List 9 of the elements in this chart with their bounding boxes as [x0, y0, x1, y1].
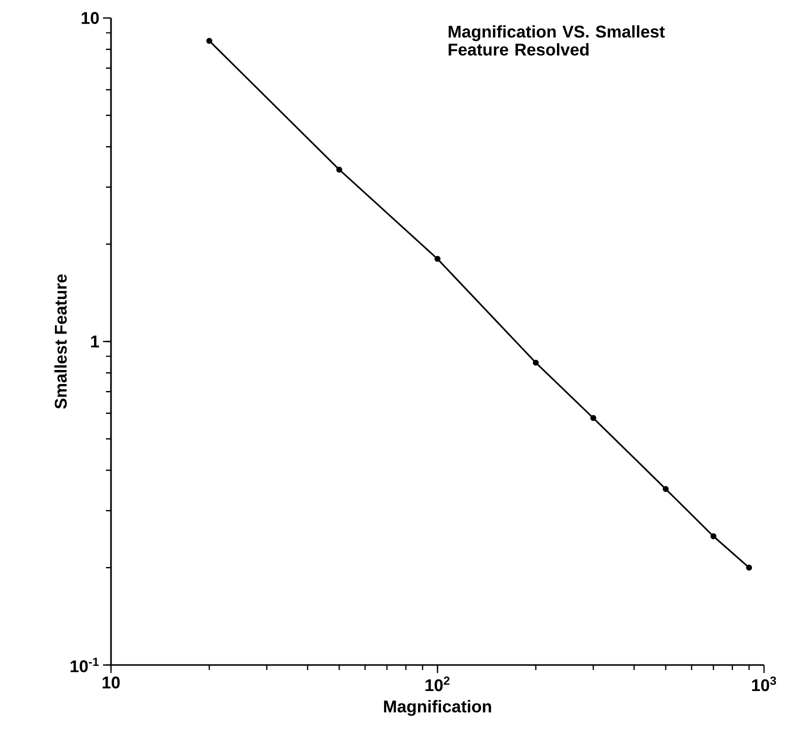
text: Magnification VS. Smallest Feature Resolved [448, 25, 665, 56]
x-axis-title: Magnification [384, 700, 492, 716]
y-tick-label: 10$^{-1}$ [70, 658, 99, 672]
y-axis-title: Smallest Feature [54, 274, 67, 409]
x-tick-label: 10$^{2}$ [426, 676, 450, 692]
x-tick-label: 10$^{3}$ [752, 676, 776, 692]
y-tick-label: 1 [91, 336, 100, 348]
y-tick-label: 10 [82, 12, 99, 24]
x-tick-label: 10 [102, 676, 120, 689]
